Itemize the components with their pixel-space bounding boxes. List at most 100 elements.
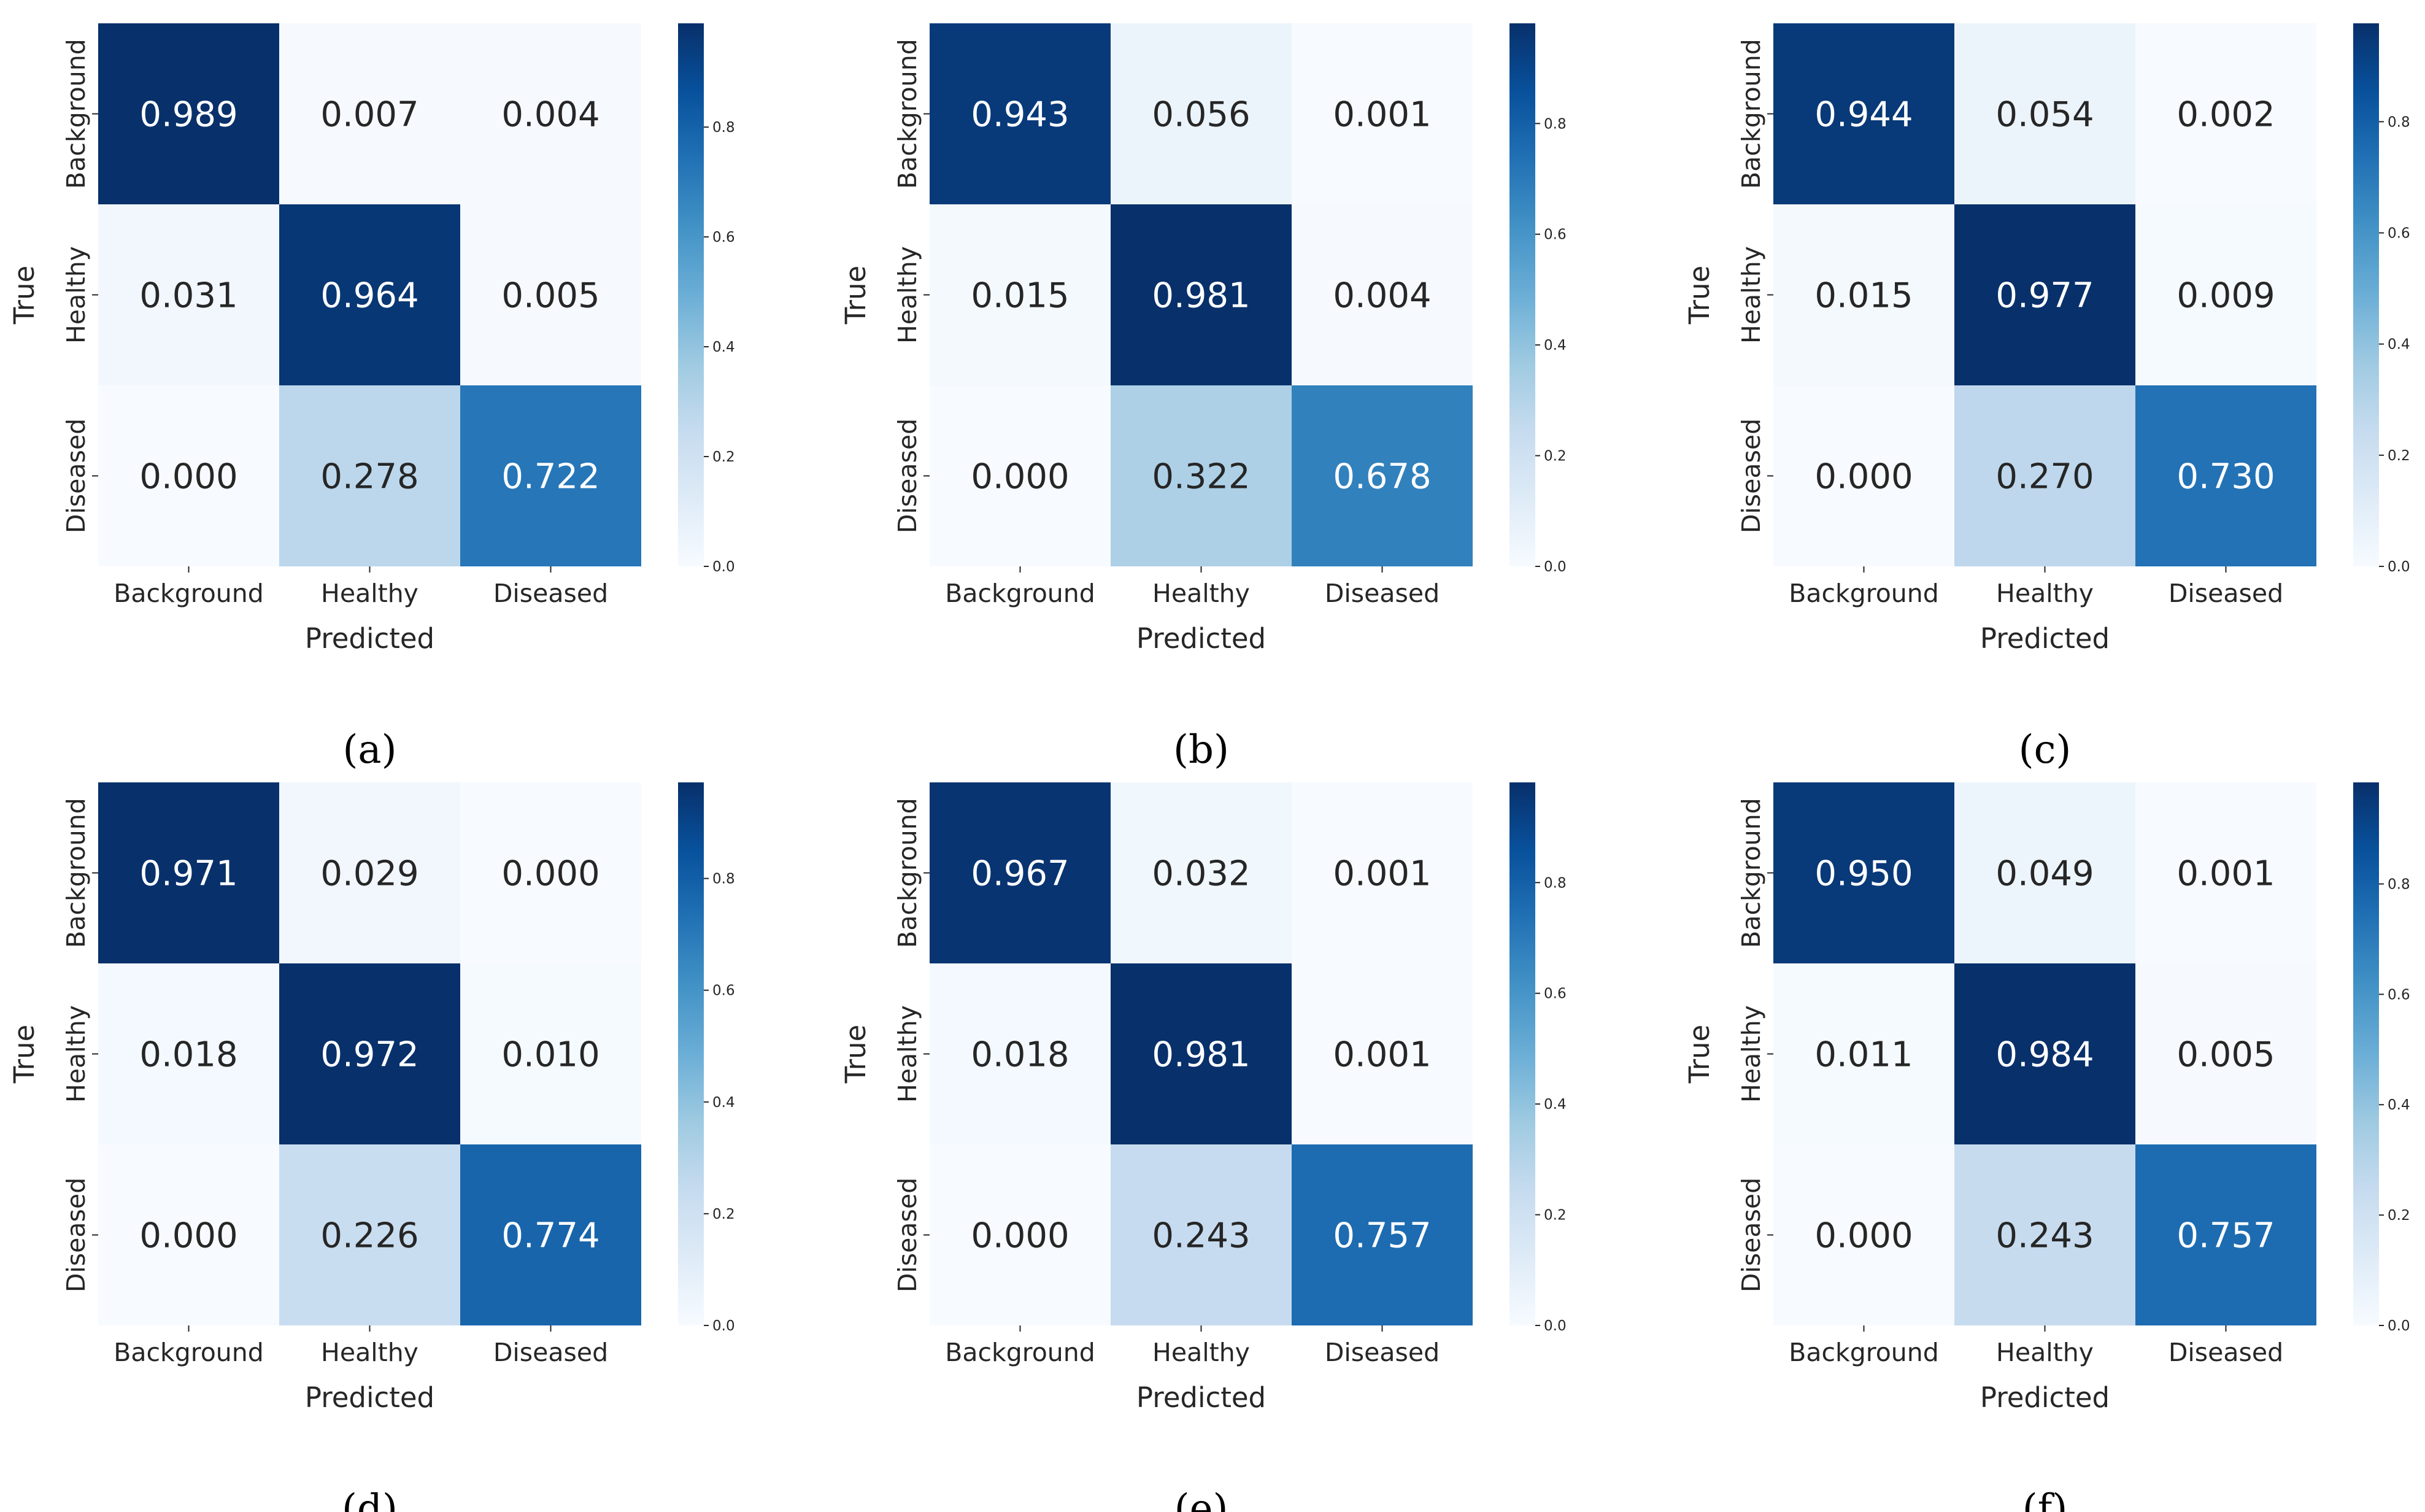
heatmap-cell — [279, 23, 460, 204]
panel-c: 0.944 0.054 0.002 0.015 0.977 0.009 0.000 0.270… — [1683, 23, 2410, 773]
x-tick-label: Healthy — [1152, 1338, 1250, 1367]
cell-value-label: 0.981 — [1152, 1035, 1250, 1075]
heatmap-cell — [98, 782, 279, 963]
y-tick-label: Diseased — [1737, 1178, 1766, 1292]
cell-value-label: 0.000 — [139, 457, 237, 497]
cell-value-label: 0.000 — [1814, 1216, 1913, 1256]
x-tick-label: Healthy — [1152, 579, 1250, 608]
x-axis-title: Predicted — [1136, 1381, 1266, 1414]
cell-value-label: 0.049 — [1995, 854, 2094, 894]
cell-value-label: 0.943 — [971, 95, 1069, 135]
panel-label: (f) — [2022, 1486, 2068, 1512]
heatmap-cell — [1292, 963, 1473, 1144]
heatmap-cell — [2135, 23, 2316, 204]
colorbar-tick-label: 0.4 — [712, 339, 735, 355]
cell-value-label: 0.001 — [1333, 1035, 1431, 1075]
heatmap-cell — [460, 385, 641, 566]
heatmap-cell — [1773, 204, 1954, 385]
heatmap-cell — [279, 963, 460, 1144]
x-tick-label: Healthy — [321, 1338, 418, 1367]
colorbar-tick-label: 0.4 — [2388, 337, 2410, 353]
cell-value-label: 0.989 — [139, 95, 237, 135]
cell-value-label: 0.678 — [1333, 457, 1431, 497]
heatmap-cell — [460, 23, 641, 204]
heatmap-cell — [930, 385, 1111, 566]
x-tick-label: Healthy — [321, 579, 418, 608]
y-tick-label: Background — [1737, 798, 1766, 948]
y-tick-label: Healthy — [61, 1005, 91, 1103]
cell-value-label: 0.000 — [139, 1216, 237, 1256]
colorbar-tick-label: 0.6 — [2388, 225, 2410, 241]
heatmap-cell — [1954, 963, 2135, 1144]
colorbar — [678, 23, 704, 566]
colorbar-tick-label: 0.4 — [1544, 1097, 1567, 1113]
heatmap-cell — [1954, 23, 2135, 204]
colorbar-tick-label: 0.6 — [1544, 986, 1567, 1002]
colorbar-tick-label: 0.2 — [1544, 1208, 1567, 1224]
heatmap-cell — [2135, 385, 2316, 566]
colorbar-tick-label: 0.0 — [1544, 559, 1567, 575]
x-tick-label: Diseased — [493, 579, 608, 608]
heatmap-cell — [460, 963, 641, 1144]
colorbar-tick-label: 0.8 — [2388, 876, 2410, 892]
cell-value-label: 0.005 — [501, 276, 600, 316]
heatmap-cell — [930, 1144, 1111, 1325]
y-axis-title: True — [8, 266, 40, 325]
colorbar — [2353, 23, 2379, 566]
y-tick-label: Background — [1737, 39, 1766, 189]
heatmap-cell — [1111, 1144, 1292, 1325]
cell-value-label: 0.278 — [320, 457, 418, 497]
cell-value-label: 0.774 — [501, 1216, 600, 1256]
x-tick-label: Healthy — [1996, 579, 2094, 608]
colorbar — [1509, 23, 1535, 566]
colorbar-tick-label: 0.2 — [2388, 1208, 2410, 1224]
colorbar-tick-label: 0.4 — [1544, 338, 1567, 353]
heatmap-cell — [1954, 1144, 2135, 1325]
cell-value-label: 0.005 — [2176, 1035, 2275, 1075]
panel-e: 0.967 0.032 0.001 0.018 0.981 0.001 0.000 0.243… — [839, 782, 1567, 1512]
cell-value-label: 0.000 — [971, 457, 1069, 497]
cell-value-label: 0.950 — [1814, 854, 1913, 894]
heatmap-cell — [98, 385, 279, 566]
cell-value-label: 0.984 — [1995, 1035, 2094, 1075]
cell-value-label: 0.722 — [501, 457, 600, 497]
panel-f: 0.950 0.049 0.001 0.011 0.984 0.005 0.000 0.243… — [1683, 782, 2410, 1512]
heatmap-cell — [930, 23, 1111, 204]
colorbar-tick-label: 0.8 — [1544, 875, 1567, 891]
colorbar-tick-label: 0.6 — [712, 230, 735, 245]
cell-value-label: 0.029 — [320, 854, 418, 894]
heatmap-cell — [279, 1144, 460, 1325]
heatmap-cell — [2135, 963, 2316, 1144]
heatmap-cell — [1292, 23, 1473, 204]
heatmap-cell — [98, 963, 279, 1144]
cell-value-label: 0.322 — [1152, 457, 1250, 497]
cell-value-label: 0.010 — [501, 1035, 600, 1075]
cell-value-label: 0.031 — [139, 276, 237, 316]
panel-b: 0.943 0.056 0.001 0.015 0.981 0.004 0.000 0.322… — [839, 23, 1567, 773]
heatmap-cell — [1773, 1144, 1954, 1325]
y-tick-label: Healthy — [893, 246, 922, 344]
heatmap-cell — [1292, 385, 1473, 566]
cell-value-label: 0.967 — [971, 854, 1069, 894]
colorbar-tick-label: 0.2 — [712, 1206, 735, 1222]
cell-value-label: 0.009 — [2176, 276, 2275, 316]
heatmap-cell — [1292, 204, 1473, 385]
cell-value-label: 0.004 — [501, 95, 600, 135]
heatmap-cell — [1773, 385, 1954, 566]
heatmap-cell — [930, 204, 1111, 385]
colorbar-tick-label: 0.0 — [1544, 1318, 1567, 1334]
y-tick-label: Healthy — [1737, 246, 1766, 344]
cell-value-label: 0.757 — [2176, 1216, 2275, 1256]
y-axis-title: True — [839, 266, 872, 325]
panel-label: (d) — [342, 1486, 398, 1512]
x-tick-label: Background — [945, 1338, 1095, 1367]
x-tick-label: Diseased — [1325, 579, 1440, 608]
panel-label: (b) — [1173, 727, 1229, 773]
cell-value-label: 0.757 — [1333, 1216, 1431, 1256]
y-tick-label: Healthy — [893, 1005, 922, 1103]
cell-value-label: 0.270 — [1995, 457, 2094, 497]
colorbar-tick-label: 0.0 — [712, 1318, 735, 1334]
cell-value-label: 0.015 — [1814, 276, 1913, 316]
heatmap-cell — [2135, 204, 2316, 385]
